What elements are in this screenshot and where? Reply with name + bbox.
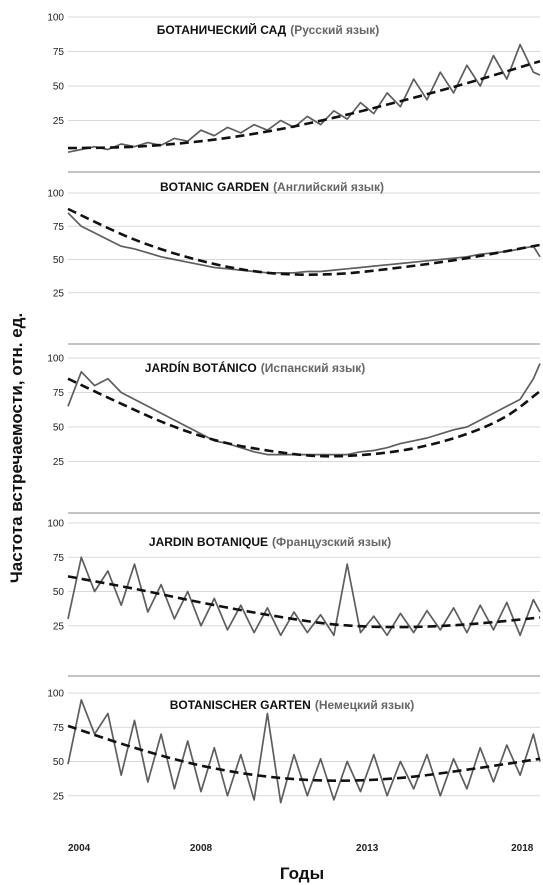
x-axis-title: Годы: [280, 864, 324, 883]
y-tick-label: 25: [53, 791, 65, 802]
panel-title: JARDÍN BOTÁNICO (Испанский язык): [145, 360, 365, 375]
panel-title-language: (Французский язык): [272, 535, 391, 549]
panel-title: JARDIN BOTANIQUE (Французский язык): [149, 535, 391, 549]
trend-line: [68, 379, 540, 457]
panel-title-language: (Русский язык): [290, 23, 379, 37]
x-tick-label: 2004: [68, 843, 91, 854]
panel-title-language: (Английский язык): [273, 180, 384, 194]
panel-title-main: BOTANISCHER GARTEN: [170, 698, 311, 712]
y-tick-label: 100: [47, 13, 64, 24]
panel-5: 25 50 75 100 BOTANISCHER GARTEN (Немецкий язы…: [47, 689, 540, 803]
y-tick-label: 25: [53, 457, 65, 468]
y-tick-label: 100: [47, 689, 64, 700]
y-tick-label: 25: [53, 116, 65, 127]
y-tick-label: 50: [53, 423, 65, 434]
series-line: [68, 700, 540, 803]
y-tick-label: 100: [47, 519, 64, 530]
panel-title: BOTANISCHER GARTEN (Немецкий язык): [170, 698, 415, 712]
y-tick-label: 100: [47, 189, 64, 200]
y-tick-label: 25: [53, 288, 65, 299]
trend-line: [68, 61, 540, 148]
x-axis: 2004 2008 2013 2018: [68, 843, 534, 854]
panel-2: 25 50 75 100 BOTANIC GARDEN (Английский язык): [47, 180, 540, 344]
panel-title-language: (Немецкий язык): [315, 698, 414, 712]
panel-title: BOTANIC GARDEN (Английский язык): [160, 180, 384, 194]
series-line: [68, 213, 540, 273]
x-tick-label: 2008: [190, 843, 213, 854]
series-line: [68, 45, 540, 153]
y-tick-label: 50: [53, 255, 65, 266]
y-tick-label: 75: [53, 723, 65, 734]
y-tick-label: 25: [53, 621, 65, 632]
y-tick-label: 75: [53, 47, 65, 58]
trend-line: [68, 726, 540, 781]
panel-4: 25 50 75 100 JARDIN BOTANIQUE (Французский яз…: [47, 519, 540, 677]
panel-1: 25 50 75 100 БОТАНИЧЕСКИЙ САД (Русский язык): [47, 13, 540, 173]
y-tick-label: 75: [53, 553, 65, 564]
y-tick-label: 75: [53, 388, 65, 399]
trend-line: [68, 209, 540, 275]
trend-line: [68, 576, 540, 627]
panel-3: 25 50 75 100 JARDÍN BOTÁNICO (Испанский язык): [47, 354, 540, 514]
panel-title-main: БОТАНИЧЕСКИЙ САД: [157, 22, 287, 37]
series-line: [68, 364, 540, 455]
y-tick-label: 50: [53, 82, 65, 93]
panel-title-main: BOTANIC GARDEN: [160, 180, 269, 194]
y-tick-label: 50: [53, 757, 65, 768]
y-tick-label: 50: [53, 587, 65, 598]
y-tick-label: 75: [53, 222, 65, 233]
panel-title-main: JARDIN BOTANIQUE: [149, 535, 268, 549]
x-tick-label: 2018: [511, 843, 534, 854]
series-line: [68, 557, 540, 635]
y-tick-label: 100: [47, 354, 64, 365]
panel-title: БОТАНИЧЕСКИЙ САД (Русский язык): [157, 22, 380, 37]
panel-title-language: (Испанский язык): [261, 361, 365, 375]
panel-title-main: JARDÍN BOTÁNICO: [145, 360, 257, 375]
y-axis-title: Частота встречаемости, отн. ед.: [7, 313, 26, 583]
x-tick-label: 2013: [356, 843, 379, 854]
